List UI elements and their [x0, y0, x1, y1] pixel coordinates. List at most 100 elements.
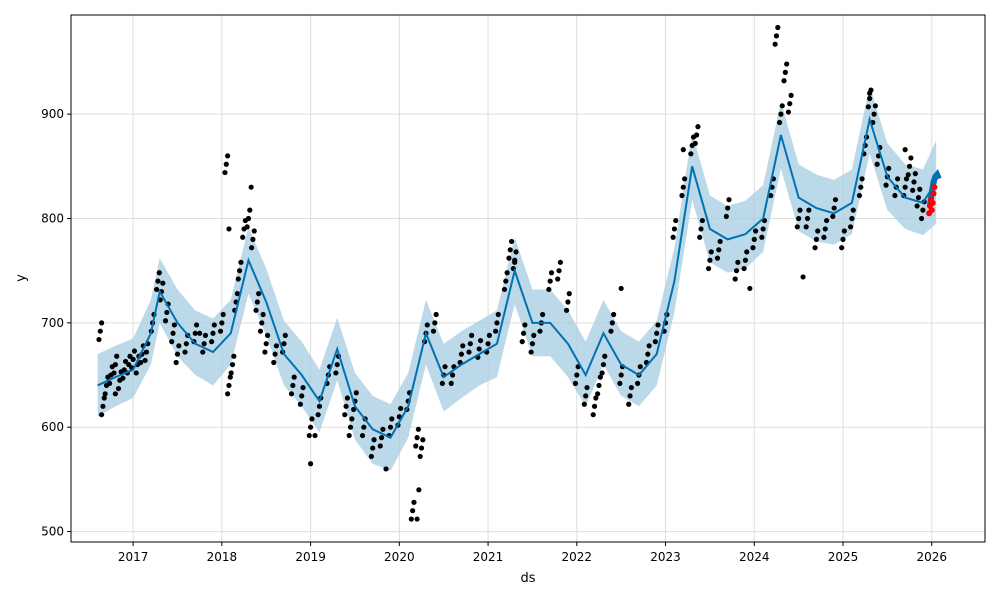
observed-point [173, 359, 179, 366]
observed-point [787, 101, 793, 107]
observed-point [708, 249, 714, 255]
x-tick-label: 2017 [118, 550, 149, 564]
observed-point [112, 361, 118, 368]
observed-point [254, 299, 260, 305]
observed-point [272, 351, 278, 357]
observed-point [583, 393, 589, 399]
observed-point [744, 249, 750, 255]
observed-point [174, 351, 181, 357]
observed-point [565, 299, 571, 305]
observed-point [867, 95, 873, 102]
observed-point [800, 274, 806, 280]
observed-point [486, 332, 492, 338]
observed-point [680, 147, 686, 153]
observed-point [297, 401, 303, 407]
observed-point [858, 184, 864, 190]
observed-point [111, 370, 117, 376]
observed-point [905, 172, 911, 178]
observed-point [257, 328, 264, 334]
observed-point [353, 390, 359, 396]
observed-point [410, 508, 416, 514]
observed-point [413, 443, 419, 449]
observed-point [591, 403, 598, 409]
observed-point [240, 234, 246, 240]
observed-point [522, 322, 528, 328]
observed-point [416, 487, 422, 493]
observed-point [768, 192, 774, 199]
observed-point [442, 364, 448, 370]
observed-point [273, 343, 280, 349]
observed-point [671, 226, 678, 232]
observed-point [120, 375, 126, 381]
observed-point [226, 226, 232, 232]
observed-point [160, 280, 166, 286]
observed-point [626, 401, 632, 407]
observed-point [815, 228, 821, 234]
observed-point [508, 238, 515, 245]
observed-point [408, 516, 414, 522]
plot-frame [70, 14, 986, 543]
observed-point [344, 395, 351, 401]
observed-point [682, 176, 688, 182]
observed-point [245, 215, 252, 222]
observed-point [309, 416, 315, 422]
observed-point [673, 217, 679, 224]
observed-point [200, 349, 206, 355]
observed-point [228, 370, 234, 376]
observed-point [698, 226, 704, 232]
observed-point [803, 224, 809, 230]
y-tick-label: 800 [41, 211, 64, 225]
observed-point [469, 332, 475, 338]
observed-point [824, 217, 830, 224]
observed-point [822, 226, 828, 232]
observed-point [225, 391, 231, 397]
observed-point [201, 341, 207, 347]
observed-point [859, 176, 865, 182]
observed-point [229, 361, 236, 368]
observed-point [725, 205, 731, 211]
observed-point [164, 309, 170, 316]
observed-point [574, 372, 580, 378]
observed-point [557, 259, 563, 265]
observed-point [380, 426, 386, 432]
observed-point [915, 195, 922, 201]
observed-point [646, 343, 652, 349]
y-tick-label: 500 [41, 525, 64, 539]
observed-point [217, 328, 224, 334]
observed-point [176, 343, 182, 349]
observed-point [883, 182, 889, 188]
highlight-point [928, 207, 935, 214]
observed-point [645, 351, 651, 357]
observed-point [910, 187, 916, 193]
observed-point [723, 213, 729, 220]
y-axis-label: y [14, 274, 29, 282]
observed-point [225, 153, 231, 159]
observed-point [368, 453, 374, 460]
x-tick-label: 2026 [916, 550, 947, 564]
observed-point [347, 424, 354, 430]
observed-point [520, 330, 527, 336]
highlight-point [930, 190, 937, 197]
observed-point [493, 328, 499, 334]
observed-point [779, 103, 785, 109]
observed-point [414, 435, 420, 441]
observed-point [821, 234, 827, 240]
observed-point [804, 215, 811, 222]
observed-point [531, 332, 537, 338]
observed-point [131, 348, 138, 354]
observed-point [414, 516, 420, 522]
observed-point [751, 236, 757, 242]
observed-point [548, 270, 555, 276]
observed-point [697, 234, 703, 240]
observed-point [617, 380, 623, 386]
observed-point [238, 259, 244, 265]
forecast-line [97, 115, 938, 439]
observed-point [914, 203, 920, 209]
observed-point [903, 176, 910, 182]
observed-point [264, 332, 271, 338]
observed-point [315, 412, 321, 418]
observed-point [872, 103, 879, 109]
observed-point [378, 435, 385, 441]
observed-point [908, 155, 914, 161]
